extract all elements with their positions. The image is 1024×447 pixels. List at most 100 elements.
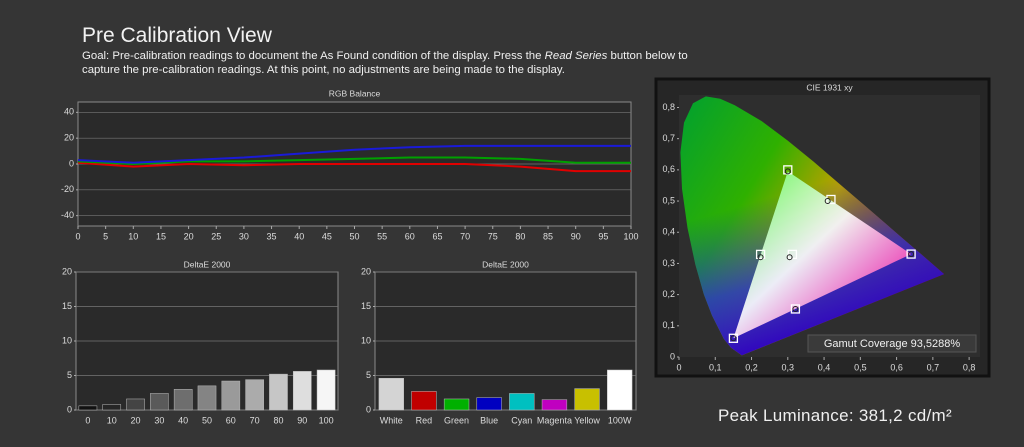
bar bbox=[245, 379, 264, 411]
x-tick-label: 50 bbox=[202, 415, 212, 425]
x-tick-label: 100 bbox=[623, 231, 638, 241]
x-tick-label: 75 bbox=[488, 231, 498, 241]
chart-title: CIE 1931 xy bbox=[806, 82, 853, 92]
x-tick-label: 35 bbox=[267, 231, 277, 241]
chart-title: DeltaE 2000 bbox=[184, 259, 231, 269]
y-tick-label: 0 bbox=[670, 351, 675, 361]
measured-point bbox=[786, 254, 793, 261]
bar bbox=[411, 391, 437, 411]
measured-point bbox=[784, 168, 791, 175]
x-tick-label: White bbox=[380, 415, 403, 425]
x-tick-label: 0,5 bbox=[854, 362, 867, 372]
x-tick-label: 45 bbox=[322, 231, 332, 241]
bar bbox=[269, 373, 288, 411]
goal-text-part: button below to capture the pre-calibrat… bbox=[82, 50, 688, 76]
annotation-box bbox=[807, 334, 977, 353]
x-tick-label: Blue bbox=[480, 415, 498, 425]
bar bbox=[126, 398, 145, 411]
x-tick-label: 85 bbox=[543, 231, 553, 241]
x-tick-label: 25 bbox=[211, 231, 221, 241]
bar bbox=[574, 388, 600, 411]
x-tick-label: Yellow bbox=[574, 415, 600, 425]
x-tick-label: 0 bbox=[676, 362, 681, 372]
x-tick-label: 80 bbox=[515, 231, 525, 241]
y-tick-label: 20 bbox=[361, 266, 371, 276]
y-tick-label: -40 bbox=[61, 210, 74, 220]
x-tick-label: 70 bbox=[250, 415, 260, 425]
x-tick-label: Cyan bbox=[511, 415, 532, 425]
x-tick-label: 0 bbox=[75, 231, 80, 241]
x-tick-label: 100W bbox=[608, 415, 632, 425]
y-tick-label: 0,4 bbox=[662, 227, 675, 237]
y-tick-label: 5 bbox=[67, 370, 72, 380]
bar bbox=[316, 369, 336, 411]
target-point bbox=[826, 194, 836, 205]
goal-text: Goal: Pre-calibration readings to docume… bbox=[82, 49, 710, 77]
y-tick-label: 20 bbox=[62, 266, 72, 276]
y-tick-label: 10 bbox=[361, 335, 371, 345]
y-tick-label: 0,1 bbox=[662, 320, 675, 330]
bar bbox=[78, 405, 98, 411]
x-tick-label: 55 bbox=[377, 231, 387, 241]
measured-point bbox=[792, 305, 799, 312]
y-tick-label: 0,7 bbox=[662, 133, 675, 143]
bar bbox=[150, 393, 169, 411]
line-series bbox=[77, 161, 631, 173]
bar bbox=[509, 393, 535, 411]
x-tick-label: 0,1 bbox=[709, 362, 722, 372]
gamut-triangle bbox=[733, 171, 912, 339]
x-tick-label: 0,3 bbox=[782, 362, 795, 372]
annotation: Gamut Coverage 93,5288% bbox=[824, 338, 961, 350]
y-tick-label: 0,2 bbox=[662, 289, 675, 299]
x-tick-label: 10 bbox=[107, 415, 117, 425]
line-series bbox=[77, 156, 631, 166]
x-tick-label: 10 bbox=[128, 231, 138, 241]
chart-title: DeltaE 2000 bbox=[482, 259, 529, 269]
bar bbox=[607, 369, 633, 411]
bar bbox=[221, 380, 241, 411]
x-tick-label: 15 bbox=[156, 231, 166, 241]
goal-text-emphasis: Read Series bbox=[544, 50, 608, 62]
target-point bbox=[790, 304, 801, 314]
x-tick-label: 0,6 bbox=[890, 362, 903, 372]
goal-text-part: Goal: Pre-calibration readings to docume… bbox=[82, 50, 545, 62]
line-series bbox=[77, 144, 631, 164]
x-tick-label: 50 bbox=[349, 231, 359, 241]
x-tick-label: 80 bbox=[273, 415, 283, 425]
page-title: Pre Calibration View bbox=[82, 24, 272, 47]
x-tick-label: Red bbox=[416, 415, 433, 425]
bar bbox=[173, 389, 193, 411]
y-tick-label: 40 bbox=[64, 107, 74, 117]
y-tick-label: 0 bbox=[67, 404, 72, 414]
y-tick-label: 0 bbox=[366, 404, 371, 414]
x-tick-label: 90 bbox=[571, 231, 581, 241]
x-tick-label: Green bbox=[444, 415, 469, 425]
x-tick-label: 70 bbox=[460, 231, 470, 241]
x-tick-label: 5 bbox=[103, 231, 108, 241]
x-tick-label: 100 bbox=[319, 415, 334, 425]
x-tick-label: 65 bbox=[432, 231, 442, 241]
x-tick-label: 20 bbox=[131, 415, 141, 425]
x-tick-label: Magenta bbox=[537, 415, 572, 425]
x-tick-label: 0,2 bbox=[745, 362, 758, 372]
x-tick-label: 0 bbox=[85, 415, 90, 425]
y-tick-label: 5 bbox=[366, 370, 371, 380]
bar bbox=[102, 404, 122, 411]
x-tick-label: 90 bbox=[297, 415, 307, 425]
y-tick-label: 0,6 bbox=[662, 164, 675, 174]
y-tick-label: 10 bbox=[62, 335, 72, 345]
y-tick-label: -20 bbox=[61, 184, 74, 194]
x-tick-label: 0,8 bbox=[963, 362, 976, 372]
y-tick-label: 15 bbox=[361, 301, 371, 311]
target-point bbox=[787, 249, 798, 260]
x-tick-label: 0,4 bbox=[818, 362, 831, 372]
measured-point bbox=[730, 335, 737, 342]
measured-point bbox=[908, 251, 915, 258]
bar bbox=[541, 399, 568, 411]
target-point bbox=[906, 249, 916, 259]
x-tick-label: 60 bbox=[226, 415, 236, 425]
target-point bbox=[728, 333, 739, 343]
bar bbox=[378, 378, 404, 411]
